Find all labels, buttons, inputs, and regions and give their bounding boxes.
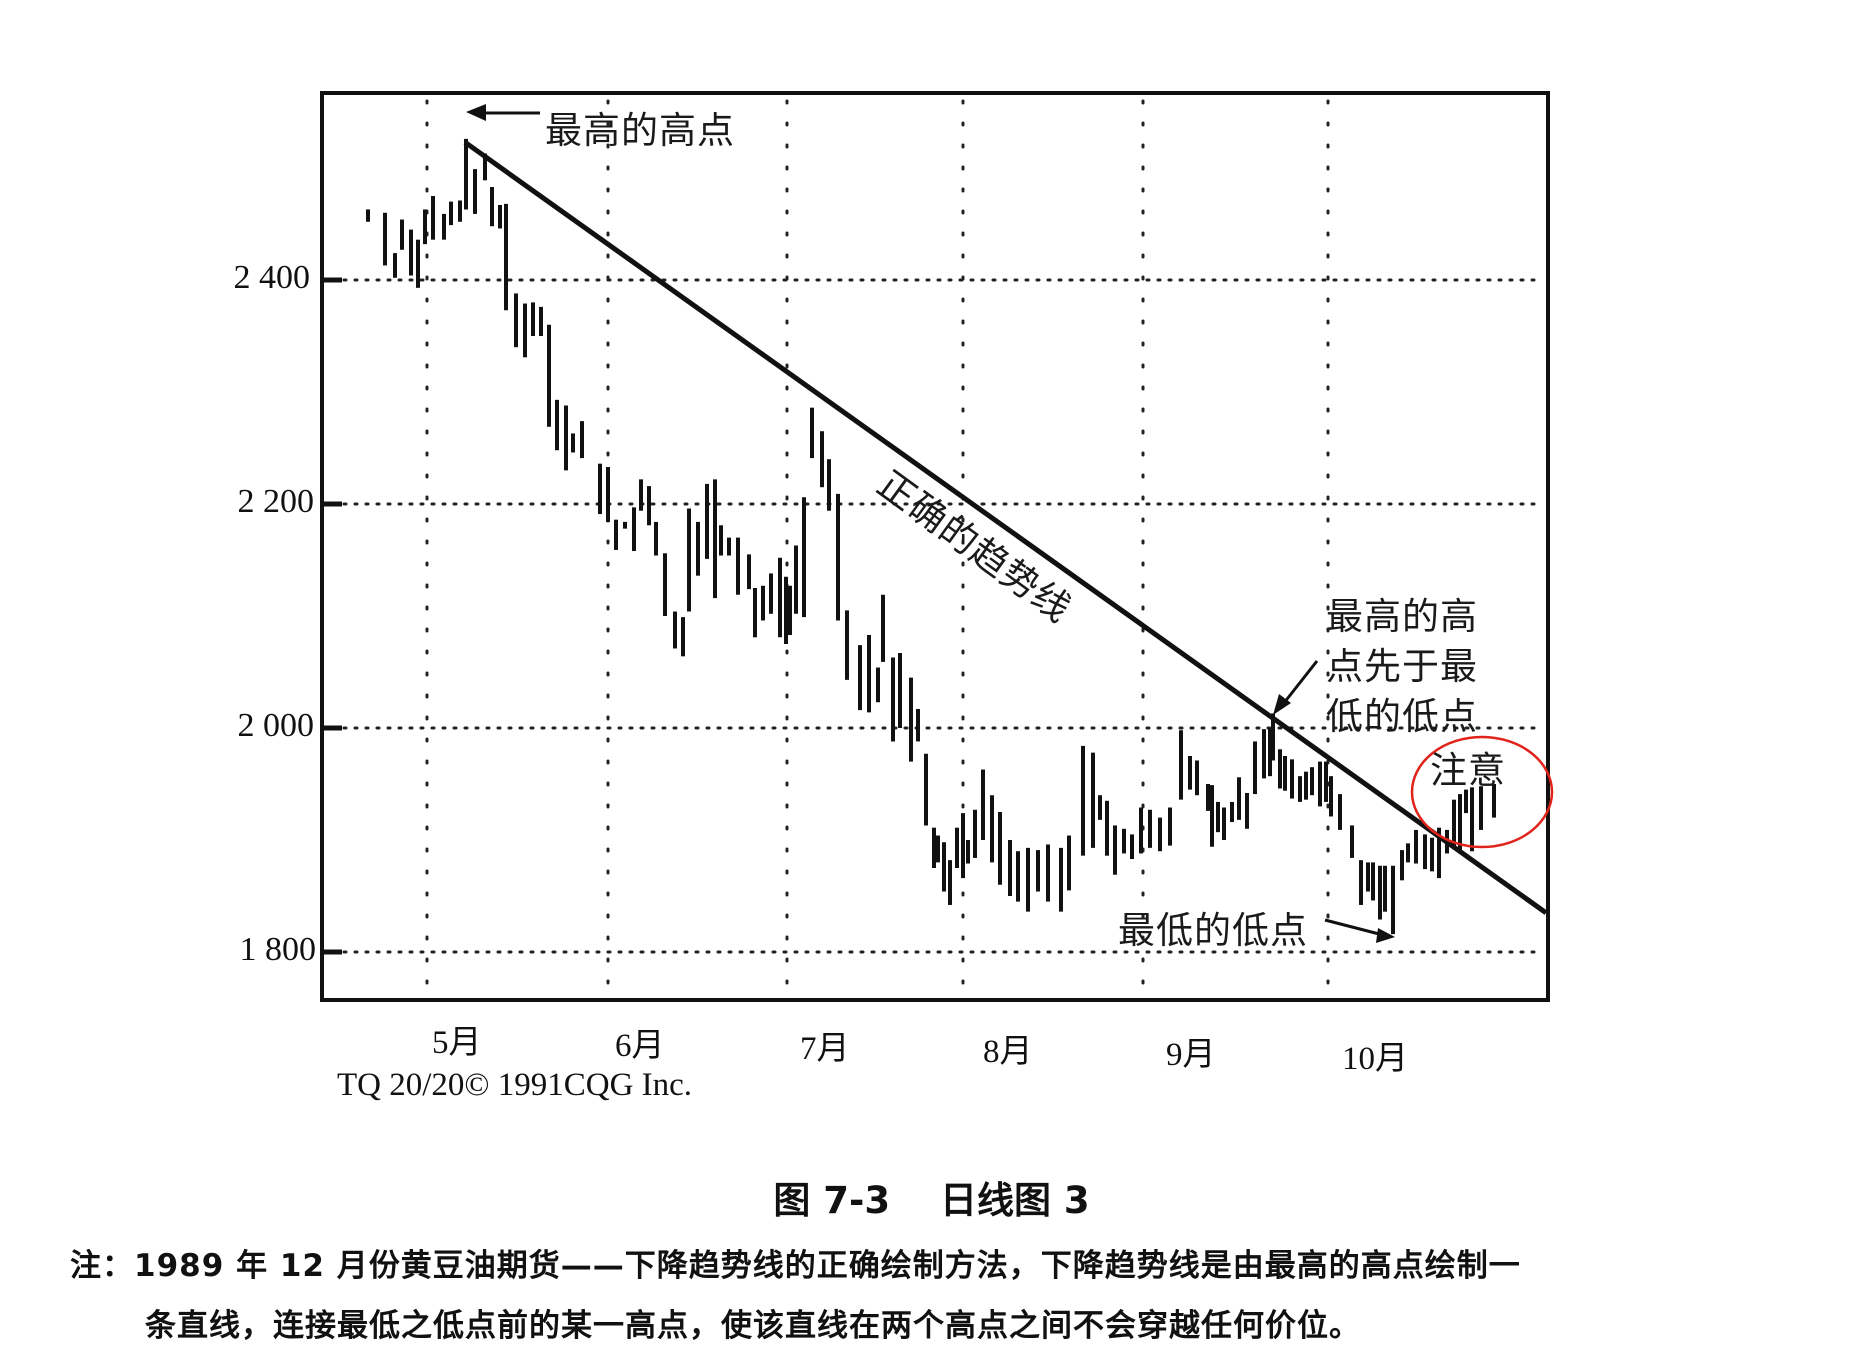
lowest-low-arrow bbox=[1324, 918, 1395, 943]
figure-note-line1: 注：1989 年 12 月份黄豆油期货——下降趋势线的正确绘制方法，下降趋势线是… bbox=[70, 1248, 1521, 1284]
annotation-attention: 注意 bbox=[1430, 749, 1506, 792]
x-label-oct: 10月 bbox=[1342, 1041, 1408, 1077]
y-label-2400: 2 400 bbox=[233, 259, 311, 296]
x-label-jul: 7月 bbox=[800, 1031, 850, 1067]
x-label-aug: 8月 bbox=[983, 1034, 1033, 1070]
y-axis-ticks bbox=[322, 277, 342, 955]
x-label-sep: 9月 bbox=[1166, 1037, 1216, 1073]
y-label-2000: 2 000 bbox=[237, 707, 315, 744]
trendline bbox=[463, 140, 1548, 915]
annotation-lowest-low: 最低的低点 bbox=[1118, 909, 1308, 952]
y-label-1800: 1 800 bbox=[239, 931, 317, 968]
plot-frame bbox=[320, 91, 1550, 1002]
x-label-may: 5月 bbox=[432, 1025, 482, 1061]
price-bars bbox=[366, 138, 1496, 935]
annotation-second-high-line2: 点先于最 bbox=[1326, 645, 1478, 688]
highest-high-arrow bbox=[466, 104, 540, 121]
x-label-jun: 6月 bbox=[615, 1028, 665, 1064]
annotation-second-high-line3: 低的低点 bbox=[1326, 695, 1478, 738]
figure-title: 图 7-3 日线图 3 bbox=[773, 1179, 1090, 1222]
chart-credit: TQ 20/20© 1991CQG Inc. bbox=[337, 1067, 693, 1103]
second-high-arrow bbox=[1273, 660, 1319, 715]
figure-note-line2: 条直线，连接最低之低点前的某一高点，使该直线在两个高点之间不会穿越任何价位。 bbox=[145, 1308, 1361, 1344]
annotation-second-high-line1: 最高的高 bbox=[1326, 595, 1478, 638]
attention-circle bbox=[1410, 735, 1554, 849]
y-label-2200: 2 200 bbox=[237, 483, 315, 520]
annotation-highest-high: 最高的高点 bbox=[545, 109, 735, 152]
